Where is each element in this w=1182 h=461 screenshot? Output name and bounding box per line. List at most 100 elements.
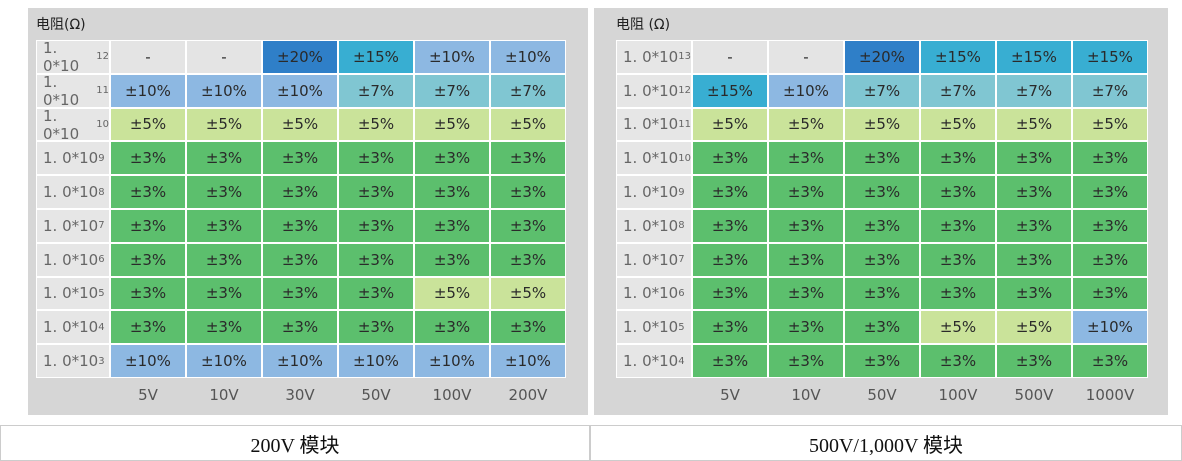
row-label-exp: 6 <box>678 287 685 299</box>
tolerance-cell: ±3% <box>338 310 414 345</box>
column-label: 100V <box>938 386 978 404</box>
row-label-base: 1. 0*10 <box>43 149 99 168</box>
tolerance-cell: ±10% <box>414 40 490 74</box>
tolerance-cell: ±3% <box>920 175 996 209</box>
row-label-exp: 6 <box>98 254 105 266</box>
tolerance-cell: ±10% <box>768 73 844 108</box>
row-label-exp: 10 <box>678 152 691 164</box>
tolerance-cell: ±3% <box>844 310 920 345</box>
tolerance-cell: ±3% <box>414 175 490 209</box>
tolerance-cell: ±3% <box>920 276 996 311</box>
tolerance-cell: ±3% <box>1072 276 1148 311</box>
tolerance-cell: - <box>110 40 186 74</box>
tolerance-cell: ±3% <box>692 310 768 345</box>
tolerance-cell: ±3% <box>490 209 566 243</box>
tolerance-cell: - <box>768 40 844 74</box>
tolerance-cell: ±3% <box>1072 175 1148 209</box>
tolerance-cell: ±10% <box>110 344 186 378</box>
tolerance-cell: ±10% <box>262 73 338 108</box>
row-label: 1. 0*10 4 <box>36 310 110 345</box>
tolerance-cell: ±10% <box>186 344 262 378</box>
tolerance-cell: ±5% <box>996 107 1072 142</box>
tolerance-cell: ±10% <box>110 73 186 108</box>
tolerance-cell: ±15% <box>996 40 1072 74</box>
tolerance-cell: ±5% <box>1072 107 1148 142</box>
row-label-exp: 11 <box>96 85 109 97</box>
tolerance-cell: ±7% <box>490 73 566 108</box>
row-label-base: 1. 0*10 <box>623 149 679 168</box>
tolerance-cell: ±3% <box>338 141 414 176</box>
tolerance-cell: ±3% <box>338 209 414 243</box>
tolerance-cell: ±5% <box>414 276 490 311</box>
tolerance-cell: ±5% <box>186 107 262 142</box>
tolerance-cell: ±5% <box>844 107 920 142</box>
tolerance-cell: ±3% <box>186 310 262 345</box>
tolerance-cell: ±3% <box>1072 344 1148 378</box>
column-label: 5V <box>720 386 740 404</box>
tolerance-cell: ±3% <box>490 242 566 277</box>
tolerance-cell: ±3% <box>768 310 844 345</box>
row-label-exp: 10 <box>96 118 109 130</box>
tolerance-cell: ±3% <box>692 242 768 277</box>
tolerance-cell: ±3% <box>110 242 186 277</box>
row-label: 1. 0*10 6 <box>36 242 110 277</box>
column-label: 10V <box>209 386 239 404</box>
row-label-base: 1. 0*10 <box>623 47 679 66</box>
tolerance-cell: ±3% <box>844 209 920 243</box>
tolerance-cell: ±3% <box>768 209 844 243</box>
tolerance-cell: ±15% <box>692 73 768 108</box>
row-label-base: 1. 0*10 <box>623 352 679 371</box>
tolerance-cell: ±3% <box>110 141 186 176</box>
row-label-base: 1. 0*10 <box>43 106 80 143</box>
column-label: 500V <box>1014 386 1054 404</box>
caption: 500V/1,000V 模块 <box>590 425 1182 461</box>
tolerance-cell: ±10% <box>414 344 490 378</box>
column-label: 10V <box>791 386 821 404</box>
row-label-exp: 4 <box>98 321 105 333</box>
tolerance-cell: ±3% <box>414 141 490 176</box>
row-label-base: 1. 0*10 <box>623 81 679 100</box>
tolerance-cell: ±3% <box>692 276 768 311</box>
tolerance-cell: ±5% <box>692 107 768 142</box>
tolerance-cell: ±3% <box>110 310 186 345</box>
tolerance-cell: ±10% <box>262 344 338 378</box>
tolerance-cell: ±15% <box>338 40 414 74</box>
tolerance-cell: ±3% <box>692 175 768 209</box>
tolerance-cell: ±3% <box>844 276 920 311</box>
tolerance-cell: ±3% <box>844 344 920 378</box>
caption: 200V 模块 <box>0 425 590 461</box>
tolerance-cell: ±3% <box>490 310 566 345</box>
tolerance-cell: ±10% <box>186 73 262 108</box>
tolerance-cell: ±3% <box>110 209 186 243</box>
tolerance-cell: ±3% <box>768 141 844 176</box>
row-label-exp: 9 <box>98 152 105 164</box>
tolerance-cell: ±3% <box>844 141 920 176</box>
row-label-base: 1. 0*10 <box>43 216 99 235</box>
tolerance-cell: ±20% <box>844 40 920 74</box>
tolerance-cell: ±3% <box>414 242 490 277</box>
row-label-base: 1. 0*10 <box>43 183 99 202</box>
tolerance-cell: ±3% <box>338 276 414 311</box>
column-label: 50V <box>867 386 897 404</box>
row-label-exp: 9 <box>678 186 685 198</box>
tolerance-cell: ±3% <box>920 141 996 176</box>
row-label: 1. 0*10 4 <box>616 344 692 378</box>
row-label-exp: 8 <box>678 220 685 232</box>
row-label-exp: 5 <box>98 287 105 299</box>
row-label-exp: 4 <box>678 355 685 367</box>
tolerance-cell: ±3% <box>692 141 768 176</box>
column-label: 5V <box>138 386 158 404</box>
tolerance-cell: ±3% <box>692 209 768 243</box>
tolerance-cell: - <box>186 40 262 74</box>
tolerance-cell: ±3% <box>338 242 414 277</box>
tolerance-cell: ±5% <box>490 107 566 142</box>
table-title: 电阻(Ω) <box>36 17 86 33</box>
tolerance-cell: ±15% <box>1072 40 1148 74</box>
row-label-base: 1. 0*10 <box>43 38 80 75</box>
column-label: 100V <box>432 386 472 404</box>
tolerance-cell: ±7% <box>1072 73 1148 108</box>
tolerance-cell: ±7% <box>414 73 490 108</box>
tolerance-cell: ±3% <box>490 175 566 209</box>
tolerance-cell: ±3% <box>186 276 262 311</box>
tolerance-cell: ±3% <box>692 344 768 378</box>
